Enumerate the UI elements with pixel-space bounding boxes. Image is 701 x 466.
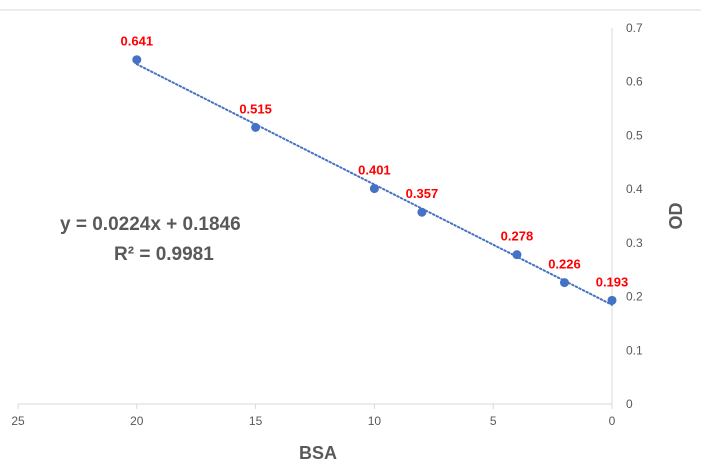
y-tick-label: 0.4 <box>626 182 643 196</box>
data-label: 0.515 <box>239 101 272 116</box>
data-point <box>512 250 522 260</box>
y-tick-label: 0.7 <box>626 21 643 35</box>
data-point <box>369 184 379 194</box>
x-tick-label: 20 <box>130 414 144 428</box>
r-squared-value: R² = 0.9981 <box>114 244 214 265</box>
data-label: 0.193 <box>596 274 629 289</box>
data-point <box>417 207 427 217</box>
y-tick-label: 0.1 <box>626 343 643 357</box>
x-tick-label: 15 <box>249 414 263 428</box>
y-axis-title: OD <box>666 202 686 229</box>
x-tick-label: 25 <box>11 414 25 428</box>
data-point <box>607 295 617 305</box>
x-tick-label: 10 <box>368 414 382 428</box>
data-point <box>132 55 142 65</box>
y-tick-label: 0.6 <box>626 75 643 89</box>
data-label: 0.226 <box>548 257 581 272</box>
data-point <box>251 122 261 132</box>
data-label: 0.278 <box>501 229 534 244</box>
data-labels: 0.641 0.515 0.401 0.357 0.278 0.226 0.193 <box>121 34 629 290</box>
trendline-equation: y = 0.0224x + 0.1846 <box>60 214 241 235</box>
axes <box>18 28 613 405</box>
y-tick-labels: 0 0.1 0.2 0.3 0.4 0.5 0.6 0.7 <box>626 21 643 411</box>
data-point <box>559 278 569 288</box>
y-tick-label: 0 <box>626 397 633 411</box>
y-tick-label: 0.3 <box>626 236 643 250</box>
data-label: 0.401 <box>358 163 391 178</box>
data-label: 0.357 <box>406 186 439 201</box>
y-tick-label: 0.5 <box>626 128 643 142</box>
x-tick-label: 5 <box>490 414 497 428</box>
x-tick-labels: 25 20 15 10 5 0 <box>11 404 616 428</box>
data-points <box>132 55 617 305</box>
data-label: 0.641 <box>121 34 154 49</box>
x-axis-title: BSA <box>299 443 337 463</box>
x-tick-label: 0 <box>609 414 616 428</box>
y-tick-label: 0.2 <box>626 290 643 304</box>
